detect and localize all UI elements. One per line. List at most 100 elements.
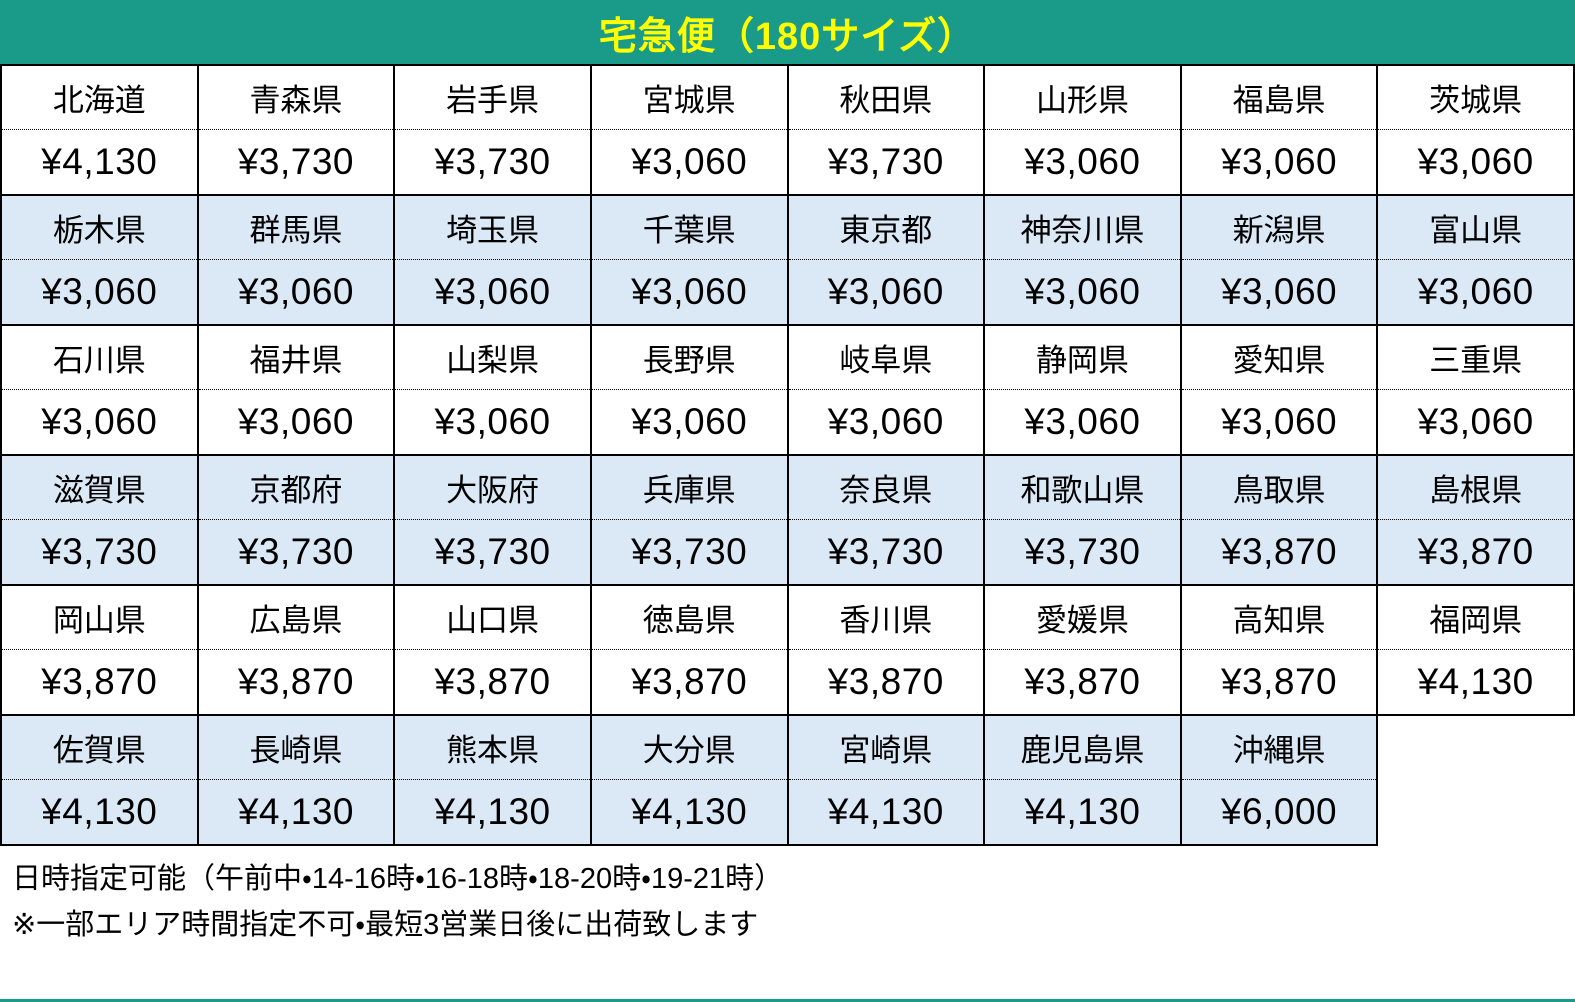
price-cell: ¥3,060 <box>1376 128 1575 196</box>
prefecture-cell: 岡山県 <box>0 584 199 650</box>
price-cell: ¥3,060 <box>196 388 396 456</box>
price-cell: ¥3,060 <box>589 258 789 326</box>
prefecture-cell: 三重県 <box>1376 324 1575 390</box>
price-cell: ¥3,730 <box>786 518 986 586</box>
prefecture-cell: 大阪府 <box>393 454 592 520</box>
price-row: ¥4,130 ¥4,130 ¥4,130 ¥4,130 ¥4,130 ¥4,130 ¥6,0… <box>0 778 1574 846</box>
prefecture-cell: 山形県 <box>983 64 1182 130</box>
prefecture-cell: 新潟県 <box>1179 194 1379 260</box>
shipping-rate-table: 北海道 青森県 岩手県 宮城県 秋田県 山形県 福島県 茨城県 ¥4,130 ¥3,730 ¥3,7… <box>0 64 1575 846</box>
price-cell: ¥3,870 <box>1179 648 1379 716</box>
price-cell: ¥3,060 <box>1179 388 1379 456</box>
prefecture-cell: 兵庫県 <box>589 454 789 520</box>
price-cell: ¥4,130 <box>0 778 199 846</box>
price-cell: ¥3,060 <box>589 388 789 456</box>
price-cell: ¥3,730 <box>589 518 789 586</box>
price-cell: ¥3,060 <box>0 258 199 326</box>
prefecture-cell: 長崎県 <box>196 714 396 780</box>
footer-note-restrictions: ※一部エリア時間指定不可・最短3営業日後に出荷致します <box>12 909 759 942</box>
price-cell: ¥3,060 <box>786 388 986 456</box>
price-cell: ¥3,730 <box>196 128 396 196</box>
price-cell: ¥3,870 <box>589 648 789 716</box>
prefecture-cell: 宮崎県 <box>786 714 986 780</box>
empty-cell <box>1377 715 1574 779</box>
prefecture-cell: 奈良県 <box>786 454 986 520</box>
price-cell: ¥4,130 <box>589 778 789 846</box>
price-row: ¥4,130 ¥3,730 ¥3,730 ¥3,060 ¥3,730 ¥3,060 ¥3,0… <box>0 128 1575 196</box>
prefecture-cell: 鳥取県 <box>1179 454 1379 520</box>
price-cell: ¥3,730 <box>393 518 592 586</box>
prefecture-cell: 千葉県 <box>589 194 789 260</box>
price-cell: ¥4,130 <box>393 778 592 846</box>
table-title: 宅急便（180サイズ） <box>598 15 977 58</box>
prefecture-name-row: 滋賀県 京都府 大阪府 兵庫県 奈良県 和歌山県 鳥取県 島根県 <box>0 454 1575 520</box>
prefecture-cell: 徳島県 <box>589 584 789 650</box>
price-cell: ¥3,060 <box>196 258 396 326</box>
price-cell: ¥3,060 <box>1376 388 1575 456</box>
footer-notes: 日時指定可能（午前中・14-16時・16-18時・18-20時・19-21時） … <box>0 846 1575 949</box>
prefecture-cell: 神奈川県 <box>983 194 1182 260</box>
prefecture-cell: 石川県 <box>0 324 199 390</box>
prefecture-cell: 北海道 <box>0 64 199 130</box>
price-cell: ¥3,870 <box>786 648 986 716</box>
price-cell: ¥3,730 <box>196 518 396 586</box>
prefecture-cell: 山梨県 <box>393 324 592 390</box>
prefecture-cell: 高知県 <box>1179 584 1379 650</box>
price-cell: ¥3,060 <box>1179 128 1379 196</box>
prefecture-cell: 滋賀県 <box>0 454 199 520</box>
prefecture-name-row: 石川県 福井県 山梨県 長野県 岐阜県 静岡県 愛知県 三重県 <box>0 324 1575 390</box>
price-cell: ¥3,730 <box>786 128 986 196</box>
prefecture-cell: 愛知県 <box>1179 324 1379 390</box>
prefecture-cell: 岐阜県 <box>786 324 986 390</box>
empty-cell <box>1377 779 1574 845</box>
price-cell: ¥4,130 <box>196 778 396 846</box>
price-cell: ¥3,870 <box>1376 518 1575 586</box>
prefecture-cell: 佐賀県 <box>0 714 199 780</box>
prefecture-cell: 愛媛県 <box>983 584 1182 650</box>
price-cell: ¥6,000 <box>1179 778 1379 846</box>
prefecture-cell: 京都府 <box>196 454 396 520</box>
price-row: ¥3,730 ¥3,730 ¥3,730 ¥3,730 ¥3,730 ¥3,730 ¥3,8… <box>0 518 1575 586</box>
prefecture-name-row: 岡山県 広島県 山口県 徳島県 香川県 愛媛県 高知県 福岡県 <box>0 584 1575 650</box>
price-cell: ¥3,730 <box>0 518 199 586</box>
prefecture-cell: 福岡県 <box>1376 584 1575 650</box>
prefecture-cell: 大分県 <box>589 714 789 780</box>
prefecture-cell: 熊本県 <box>393 714 592 780</box>
price-cell: ¥3,870 <box>393 648 592 716</box>
price-cell: ¥3,060 <box>393 388 592 456</box>
footer-note-delivery-times: 日時指定可能（午前中・14-16時・16-18時・18-20時・19-21時） <box>12 863 784 895</box>
price-row: ¥3,060 ¥3,060 ¥3,060 ¥3,060 ¥3,060 ¥3,060 ¥3,0… <box>0 258 1575 326</box>
prefecture-cell: 栃木県 <box>0 194 199 260</box>
price-cell: ¥3,870 <box>0 648 199 716</box>
prefecture-cell: 群馬県 <box>196 194 396 260</box>
prefecture-cell: 鹿児島県 <box>983 714 1182 780</box>
price-cell: ¥3,060 <box>786 258 986 326</box>
table-title-bar: 宅急便（180サイズ） <box>0 0 1575 64</box>
prefecture-cell: 香川県 <box>786 584 986 650</box>
prefecture-cell: 東京都 <box>786 194 986 260</box>
prefecture-cell: 茨城県 <box>1376 64 1575 130</box>
price-row: ¥3,870 ¥3,870 ¥3,870 ¥3,870 ¥3,870 ¥3,870 ¥3,8… <box>0 648 1575 716</box>
prefecture-name-row: 北海道 青森県 岩手県 宮城県 秋田県 山形県 福島県 茨城県 <box>0 64 1575 130</box>
prefecture-cell: 岩手県 <box>393 64 592 130</box>
price-cell: ¥3,870 <box>196 648 396 716</box>
price-cell: ¥4,130 <box>1376 648 1575 716</box>
price-cell: ¥3,870 <box>983 648 1182 716</box>
price-cell: ¥3,060 <box>589 128 789 196</box>
price-row: ¥3,060 ¥3,060 ¥3,060 ¥3,060 ¥3,060 ¥3,060 ¥3,0… <box>0 388 1575 456</box>
price-cell: ¥3,060 <box>1376 258 1575 326</box>
prefecture-cell: 福井県 <box>196 324 396 390</box>
price-cell: ¥3,060 <box>1179 258 1379 326</box>
price-cell: ¥4,130 <box>786 778 986 846</box>
prefecture-cell: 富山県 <box>1376 194 1575 260</box>
prefecture-name-row: 栃木県 群馬県 埼玉県 千葉県 東京都 神奈川県 新潟県 富山県 <box>0 194 1575 260</box>
price-cell: ¥3,870 <box>1179 518 1379 586</box>
price-cell: ¥3,730 <box>393 128 592 196</box>
prefecture-cell: 福島県 <box>1179 64 1379 130</box>
prefecture-cell: 山口県 <box>393 584 592 650</box>
prefecture-cell: 島根県 <box>1376 454 1575 520</box>
prefecture-cell: 秋田県 <box>786 64 986 130</box>
prefecture-cell: 宮城県 <box>589 64 789 130</box>
price-cell: ¥3,060 <box>983 258 1182 326</box>
prefecture-cell: 長野県 <box>589 324 789 390</box>
